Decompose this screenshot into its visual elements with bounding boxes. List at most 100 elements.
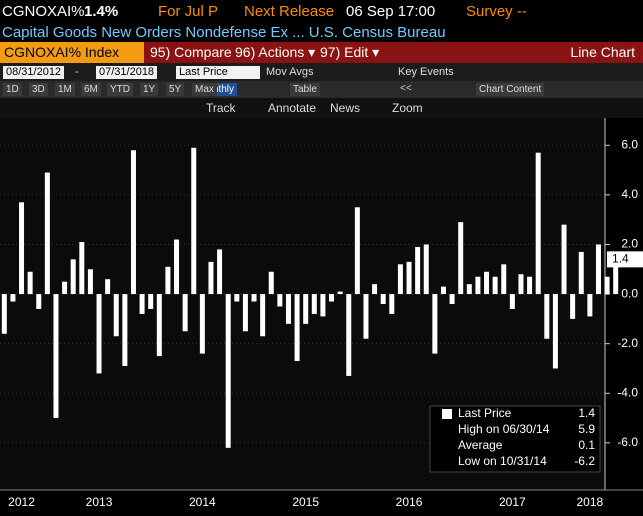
key-events[interactable]: Key Events	[398, 66, 454, 78]
bar	[277, 294, 283, 307]
bar	[595, 244, 601, 295]
bar	[260, 294, 266, 337]
bar	[320, 294, 326, 317]
bar	[139, 294, 145, 314]
price: 1.4%	[84, 3, 119, 20]
bar	[570, 294, 576, 319]
menu-tab[interactable]: 95) Compare	[150, 44, 232, 60]
description: Capital Goods New Orders Nondefense Ex .…	[2, 24, 446, 41]
bar	[174, 239, 180, 295]
bar	[337, 291, 343, 295]
tool-button[interactable]: Annotate	[268, 101, 317, 115]
x-tick-label: 2018	[577, 495, 604, 509]
bar	[380, 294, 386, 304]
y-tick-label: 6.0	[621, 137, 638, 151]
legend-label: Average	[458, 438, 503, 452]
legend-box	[429, 405, 601, 473]
range-button[interactable]: YTD	[107, 83, 133, 96]
bar	[122, 294, 128, 366]
view-tab[interactable]: Line Chart	[570, 44, 635, 60]
bar	[191, 147, 197, 295]
tool-button[interactable]: Zoom	[392, 101, 423, 115]
bar	[268, 271, 274, 295]
bar	[346, 294, 352, 376]
bar	[492, 276, 498, 295]
bar	[552, 294, 558, 369]
bar	[518, 274, 524, 295]
y-tick-label: 4.0	[621, 187, 638, 201]
bar	[79, 242, 85, 295]
range-button[interactable]: Max	[192, 83, 217, 96]
table[interactable]: Table	[290, 83, 320, 96]
bar	[475, 276, 481, 295]
last-price-tag	[607, 251, 643, 268]
end-date[interactable]: 07/31/2018	[96, 66, 158, 79]
bar	[19, 202, 25, 295]
tool-button[interactable]: News	[330, 101, 361, 115]
bar	[156, 294, 162, 357]
range-button[interactable]: 1D	[3, 83, 22, 96]
bar	[535, 152, 541, 295]
bar	[234, 294, 240, 302]
bar	[113, 294, 119, 337]
security-tab[interactable]: CGNOXAI% Index	[0, 42, 144, 63]
dash: -	[75, 66, 79, 78]
bar	[87, 269, 93, 295]
bar	[363, 294, 369, 339]
x-axis-strip	[0, 490, 643, 516]
header-row: CGNOXAI% 1.4% For Jul P Next Release 06 …	[0, 0, 643, 23]
bar	[440, 286, 446, 295]
legend-label: High on 06/30/14	[458, 422, 550, 436]
x-tick-label: 2017	[499, 495, 526, 509]
tool-button[interactable]: Track	[206, 101, 236, 115]
legend-label: Low on 10/31/14	[458, 454, 547, 468]
chart-content[interactable]: Chart Content	[476, 83, 545, 96]
bar	[415, 246, 421, 295]
range-button[interactable]: 1M	[55, 83, 75, 96]
range-button[interactable]: 6M	[81, 83, 101, 96]
bar	[466, 284, 472, 295]
bar	[613, 259, 619, 295]
bar	[105, 279, 111, 295]
bar	[389, 294, 395, 314]
menu-tab[interactable]: 96) Actions ▾	[235, 44, 316, 60]
bar	[96, 294, 102, 374]
bar	[294, 294, 300, 362]
bar	[544, 294, 550, 339]
bar	[449, 294, 455, 304]
bar	[165, 266, 171, 295]
period: For Jul P	[158, 3, 219, 20]
mov-avgs[interactable]: Mov Avgs	[266, 66, 314, 78]
bar	[130, 150, 136, 295]
bar	[372, 284, 378, 295]
tab-row: CGNOXAI% Index Line Chart 95) Compare 96)…	[0, 42, 643, 63]
last-price-label: 1.4	[612, 252, 629, 266]
y-tick-label: -2.0	[617, 336, 638, 350]
legend-value: 5.9	[578, 422, 595, 436]
bar	[1, 294, 7, 334]
x-tick-label: 2012	[8, 495, 35, 509]
bar	[10, 294, 16, 302]
field[interactable]: Last Price	[176, 66, 260, 79]
x-tick-label: 2014	[189, 495, 216, 509]
bar	[285, 294, 291, 324]
range-button[interactable]: 1Y	[140, 83, 159, 96]
y-tick-label: 2.0	[621, 237, 638, 251]
bar	[27, 271, 33, 295]
start-date[interactable]: 08/31/2012	[3, 66, 65, 79]
next-release: Next Release	[244, 3, 335, 20]
collapse[interactable]: <<	[400, 83, 412, 94]
bar	[406, 261, 412, 295]
menu-tab[interactable]: 97) Edit ▾	[320, 44, 380, 60]
bar	[501, 264, 507, 295]
chart: -6.0 -4.0 -2.0 0.0 2.0 4.0 6.0 2012 2013 2014 2015…	[0, 118, 643, 516]
legend-swatch	[442, 409, 452, 419]
bar	[354, 207, 360, 295]
description-row: Capital Goods New Orders Nondefense Ex .…	[0, 23, 643, 42]
range-button[interactable]: 3D	[29, 83, 48, 96]
bar	[242, 294, 248, 332]
range-button[interactable]: 5Y	[166, 83, 185, 96]
bar	[217, 249, 223, 295]
bar	[458, 222, 464, 295]
bar	[509, 294, 515, 309]
